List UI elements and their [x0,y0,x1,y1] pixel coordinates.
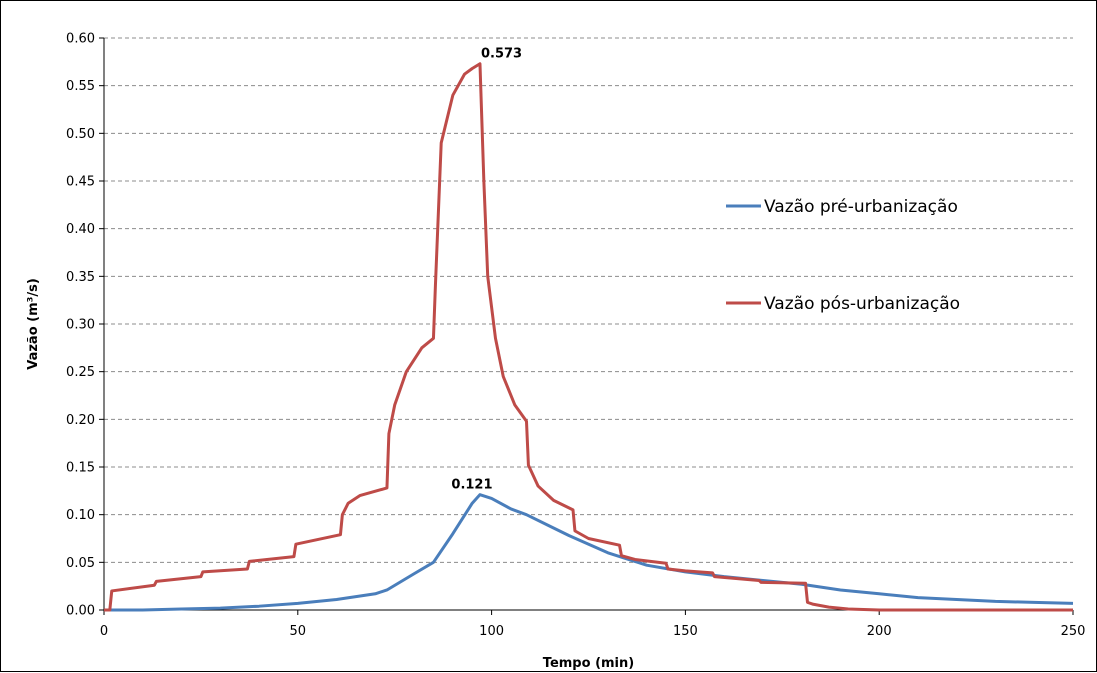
legend-label-pos: Vazão pós-urbanização [764,294,960,314]
y-tick-label: 0.50 [66,127,95,142]
legend-item-pre: Vazão pré-urbanização [726,197,958,217]
annotations-layer: 0.573 0.121 [451,47,522,493]
x-tick-label: 50 [290,624,307,639]
y-tick-label: 0.05 [66,556,95,571]
grid-layer [104,37,1073,563]
x-tick-label: 200 [867,624,892,639]
y-tick-label: 0.30 [66,318,95,333]
y-tick-label: 0.45 [66,175,95,190]
data-label: 0.573 [481,47,522,62]
x-tick-labels: 0 50 100 150 200 250 [100,610,1086,639]
y-tick-label: 0.40 [66,222,95,237]
y-tick-label: 0.20 [66,413,95,428]
x-axis-title: Tempo (min) [543,656,634,671]
series-layer [104,62,1074,612]
y-tick-label: 0.00 [66,604,95,619]
y-tick-label: 0.10 [66,508,95,523]
x-tick-label: 100 [479,624,504,639]
data-label: 0.121 [451,478,492,493]
y-tick-label: 0.15 [66,461,95,476]
y-tick-label: 0.60 [66,32,95,47]
x-tick-label: 250 [1061,624,1086,639]
y-tick-label: 0.25 [66,365,95,380]
legend-label-pre: Vazão pré-urbanização [764,197,958,217]
legend-item-pos: Vazão pós-urbanização [726,294,960,314]
x-tick-label: 0 [100,624,108,639]
y-tick-labels: 0.00 0.05 0.10 0.15 0.20 0.25 0.30 0.35 0.40 0.45… [66,32,104,619]
y-tick-label: 0.55 [66,79,95,94]
series-line-pos-urbanizacao [104,62,1073,612]
y-axis-title: Vazão (m³/s) [26,278,41,370]
x-tick-label: 150 [673,624,698,639]
legend: Vazão pré-urbanização Vazão pós-urbaniza… [726,197,960,314]
y-tick-label: 0.35 [66,270,95,285]
series-line-pre-urbanizacao [104,493,1074,612]
